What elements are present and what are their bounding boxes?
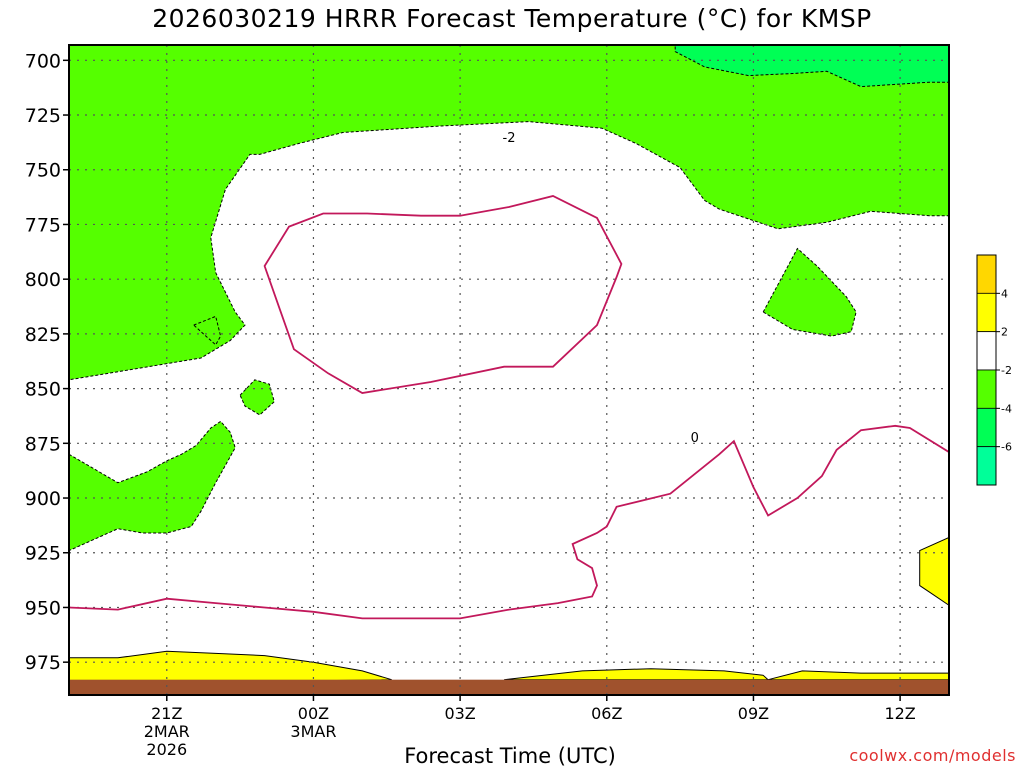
contour-label: -2 bbox=[503, 131, 516, 146]
attribution-link[interactable]: coolwx.com/models bbox=[849, 746, 1016, 765]
filled-regions bbox=[69, 45, 949, 685]
colorbar-bin bbox=[976, 446, 997, 486]
y-tick-label: 800 bbox=[25, 269, 61, 291]
region-small-cool-cell-b bbox=[239, 379, 275, 416]
region-warm-edge-cell bbox=[919, 536, 949, 606]
x-tick-date-label: 3MAR bbox=[290, 722, 336, 741]
colorbar-label: 2 bbox=[1001, 326, 1008, 339]
colorbar-label: -2 bbox=[1001, 364, 1012, 377]
y-tick-label: 725 bbox=[25, 105, 61, 127]
zero-isotherm-layer bbox=[69, 195, 949, 620]
y-tick-label: 875 bbox=[25, 433, 61, 455]
x-tick-label: 12Z bbox=[884, 704, 915, 723]
colorbar-bin bbox=[976, 331, 997, 371]
region-colder-core bbox=[674, 45, 949, 88]
region-surface-warm-layer-east bbox=[504, 668, 770, 681]
y-tick-label: 700 bbox=[25, 50, 61, 72]
contour-labels: -2 0 bbox=[503, 131, 699, 446]
y-tick-label: 775 bbox=[25, 214, 61, 236]
x-tick-label: 09Z bbox=[738, 704, 769, 723]
colorbar-bin bbox=[976, 254, 997, 294]
x-tick-label: 21Z bbox=[151, 704, 182, 723]
y-tick-label: 750 bbox=[25, 160, 61, 182]
y-tick-label: 975 bbox=[25, 652, 61, 674]
chart-title: 2026030219 HRRR Forecast Temperature (°C… bbox=[152, 4, 872, 33]
region-cold-air-aloft-band bbox=[69, 45, 949, 381]
plot-frame bbox=[68, 44, 950, 696]
colorbar-bin bbox=[976, 407, 997, 448]
x-tick-label: 06Z bbox=[591, 704, 622, 723]
y-tick-label: 825 bbox=[25, 324, 61, 346]
colorbar: 4 2 -2 -4 -6 bbox=[976, 254, 1012, 486]
colorbar-bin bbox=[976, 292, 997, 333]
y-tick-label: 925 bbox=[25, 543, 61, 565]
x-tick-date-label: 2MAR bbox=[144, 722, 190, 741]
region-surface-warm-layer bbox=[69, 650, 392, 685]
region-mid-level-cool-cell bbox=[762, 247, 857, 337]
region-small-cool-cell-a bbox=[192, 315, 222, 346]
y-axis: 700 725 750 775 800 825 850 875 900 925 950 975 bbox=[25, 50, 69, 674]
terrain-fill bbox=[69, 679, 949, 695]
y-tick-label: 850 bbox=[25, 379, 61, 401]
colorbar-label: 4 bbox=[1001, 287, 1008, 300]
zero-isotherm-line bbox=[263, 195, 623, 394]
zero-isotherm-line bbox=[69, 424, 949, 620]
contour-label: 0 bbox=[691, 431, 699, 446]
x-tick-label: 00Z bbox=[298, 704, 329, 723]
colorbar-label: -4 bbox=[1001, 402, 1012, 415]
x-tick-year-label: 2026 bbox=[146, 740, 187, 759]
region-surface-warm-layer-far-east bbox=[767, 670, 949, 681]
terrain-layer bbox=[69, 679, 949, 695]
colorbar-bin bbox=[976, 369, 997, 409]
colorbar-label: -6 bbox=[1001, 441, 1012, 454]
y-tick-label: 900 bbox=[25, 488, 61, 510]
colorbar-frame bbox=[976, 254, 997, 486]
x-axis-label: Forecast Time (UTC) bbox=[404, 744, 616, 768]
y-tick-label: 950 bbox=[25, 597, 61, 619]
grid-layer bbox=[69, 45, 949, 695]
region-low-level-cool-pocket bbox=[69, 420, 236, 552]
x-tick-label: 03Z bbox=[444, 704, 475, 723]
